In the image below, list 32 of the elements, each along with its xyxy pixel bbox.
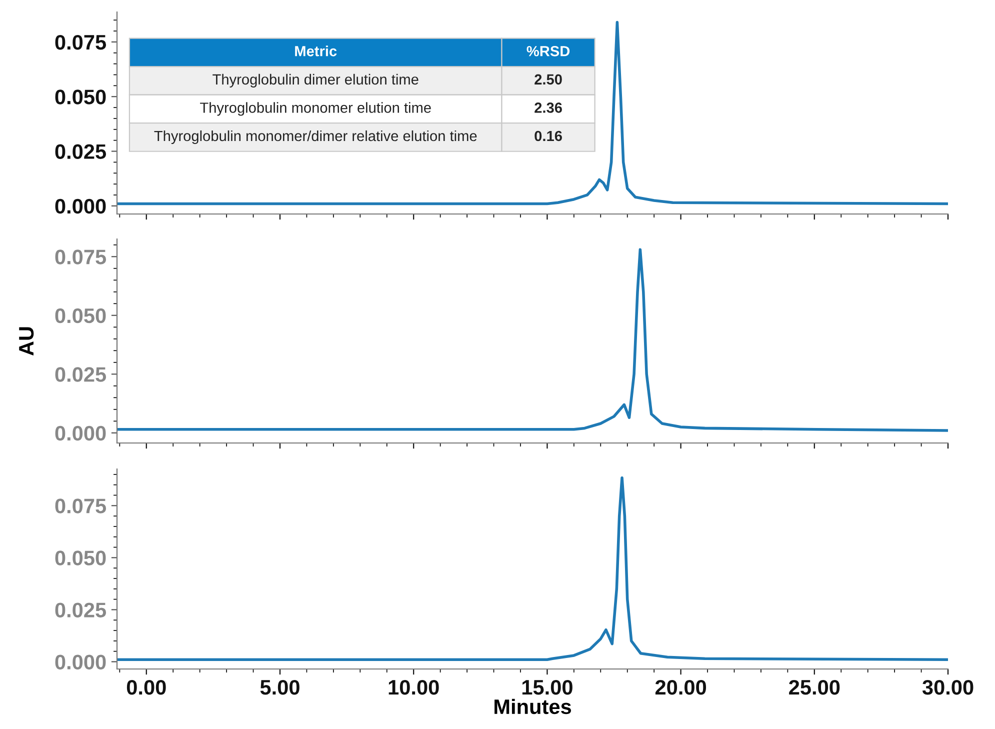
y-tick-label: 0.050 [55,90,106,104]
annotation: Thyroglobulin dimer elution time [212,74,418,88]
x-tick-label: 15.00 [522,680,572,695]
x-tick-label: 0.00 [126,680,166,695]
x-tick-label: 5.00 [260,680,300,695]
x-axis-title: Minutes [494,698,571,714]
y-tick-label: 0.000 [55,198,106,214]
line-series [117,20,948,206]
annotation: Thyroglobulin monomer elution time [200,102,431,116]
y-tick-label: 0.025 [55,144,106,160]
annotation: Metric [295,46,337,56]
line-series [117,248,948,432]
x-tick-label: 10.00 [388,680,439,695]
x-tick-label: 20.00 [655,680,706,695]
annotation: 0.16 [534,130,562,142]
x-tick-label: 25.00 [789,680,840,695]
annotation: 2.50 [534,74,562,85]
y-tick-label: 0.050 [55,308,106,324]
y-tick-label: 0.050 [55,550,106,566]
annotation: Thyroglobulin monomer/dimer relative elution time [154,130,477,144]
annotation: 2.36 [534,102,562,113]
annotation: %RSD [526,46,570,56]
y-tick-label: 0.075 [55,250,106,264]
y-tick-label: 0.025 [55,602,106,618]
y-tick-label: 0.075 [55,498,106,514]
y-tick-label: 0.000 [55,426,106,441]
y-tick-label: 0.000 [55,654,106,670]
x-tick-label: 30.00 [922,680,974,695]
y-tick-label: 0.025 [55,367,106,382]
y-tick-label: 0.075 [55,34,106,50]
y-axis-title: AU [19,327,34,356]
line-series [117,476,948,662]
